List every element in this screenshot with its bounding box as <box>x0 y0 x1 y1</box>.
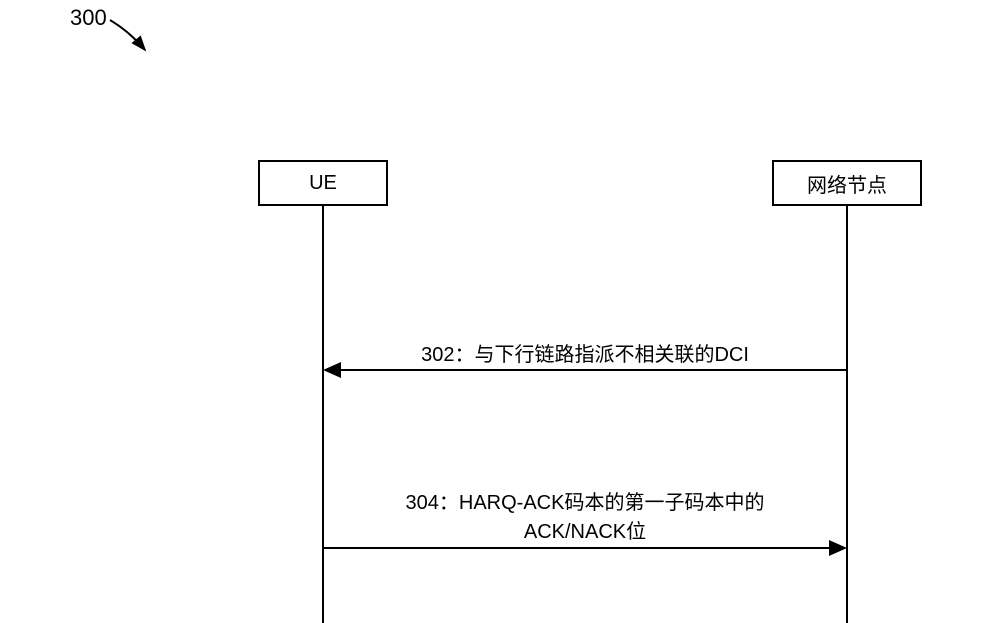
message-304-label-line2: ACK/NACK位 <box>323 515 847 544</box>
lifeline-line-network-node <box>846 206 848 623</box>
lifeline-line-ue <box>322 206 324 623</box>
message-302-arrowhead <box>323 362 341 378</box>
message-304-label: 304：HARQ-ACK码本的第一子码本中的 ACK/NACK位 <box>323 486 847 544</box>
lifeline-box-network-node: 网络节点 <box>772 160 922 206</box>
message-304-arrow <box>323 547 829 549</box>
lifeline-box-ue: UE <box>258 160 388 206</box>
lifeline-label-network-node: 网络节点 <box>807 169 887 198</box>
figure-number-label: 300 <box>70 5 107 31</box>
message-302-arrow <box>341 369 847 371</box>
message-304-arrowhead <box>829 540 847 556</box>
lifeline-label-ue: UE <box>309 172 337 195</box>
message-304-label-line1: 304：HARQ-ACK码本的第一子码本中的 <box>323 486 847 515</box>
message-302-label: 302：与下行链路指派不相关联的DCI <box>323 338 847 367</box>
